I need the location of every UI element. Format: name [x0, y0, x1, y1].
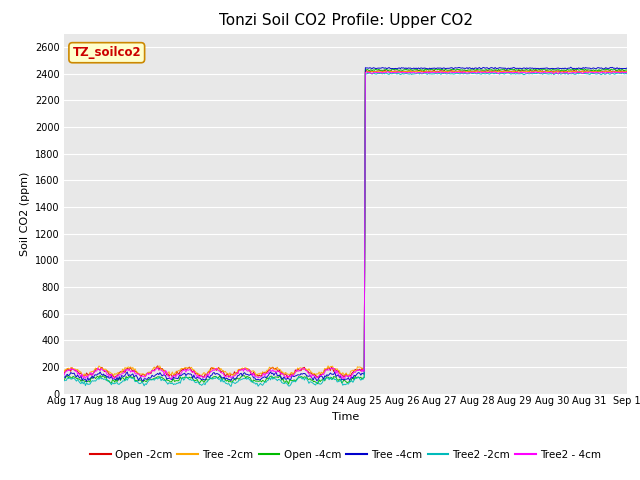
Title: Tonzi Soil CO2 Profile: Upper CO2: Tonzi Soil CO2 Profile: Upper CO2: [219, 13, 472, 28]
Legend: Open -2cm, Tree -2cm, Open -4cm, Tree -4cm, Tree2 -2cm, Tree2 - 4cm: Open -2cm, Tree -2cm, Open -4cm, Tree -4…: [86, 445, 605, 464]
Text: TZ_soilco2: TZ_soilco2: [72, 46, 141, 59]
X-axis label: Time: Time: [332, 412, 359, 422]
Y-axis label: Soil CO2 (ppm): Soil CO2 (ppm): [20, 171, 29, 256]
